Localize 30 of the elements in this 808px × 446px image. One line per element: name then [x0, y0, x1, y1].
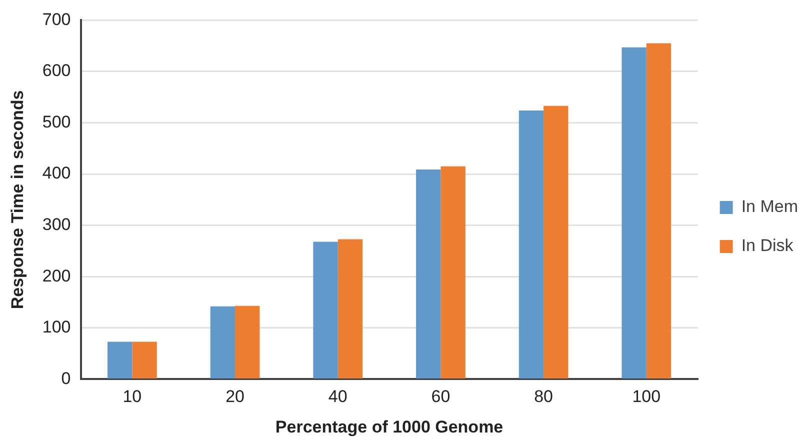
bar — [235, 306, 260, 378]
bar — [313, 242, 338, 378]
bar — [440, 166, 466, 378]
x-tick-label: 40 — [328, 387, 348, 406]
x-tick-label: 60 — [431, 387, 450, 406]
y-tick-label: 600 — [42, 61, 71, 80]
legend-label: In Mem — [741, 197, 798, 216]
x-tick-label: 80 — [534, 387, 554, 406]
x-tick-label: 10 — [122, 387, 142, 406]
bar — [416, 169, 441, 378]
bar — [210, 306, 236, 378]
bar — [108, 342, 132, 378]
bar — [338, 239, 363, 378]
y-tick-label: 400 — [42, 164, 71, 183]
legend-label: In Disk — [741, 236, 794, 256]
bar — [518, 110, 544, 378]
x-tick-label: 100 — [632, 387, 661, 406]
x-axis-title: Percentage of 1000 Genome — [275, 417, 504, 436]
bar — [622, 47, 646, 378]
bar — [544, 106, 568, 378]
y-tick-label: 700 — [42, 10, 71, 29]
bar — [646, 43, 672, 378]
bar — [132, 342, 157, 378]
y-tick-label: 0 — [61, 368, 71, 388]
y-tick-label: 300 — [42, 215, 71, 234]
y-tick-label: 100 — [42, 318, 71, 337]
x-tick-label: 20 — [226, 387, 244, 406]
y-tick-label: 200 — [42, 266, 71, 286]
y-axis-title: Response Time in seconds — [8, 90, 27, 310]
y-tick-label: 500 — [42, 112, 71, 132]
